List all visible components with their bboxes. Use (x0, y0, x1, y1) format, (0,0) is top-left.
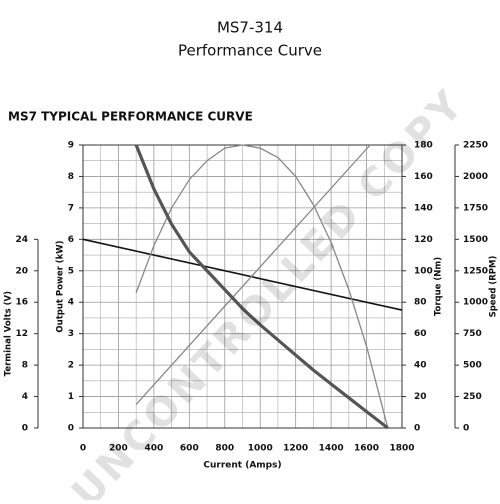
y-tick-label: 8 (68, 172, 74, 182)
y-tick-label: 80 (414, 298, 427, 308)
curve (135, 144, 389, 429)
y-axis-label: Output Power (kW) (56, 240, 66, 332)
x-tick-label: 800 (215, 444, 234, 454)
y-tick-label: 160 (414, 172, 433, 182)
x-tick-label: 200 (109, 444, 128, 454)
y-tick-label: 8 (22, 361, 28, 371)
curve (135, 144, 371, 405)
y-tick-label: 2000 (463, 172, 488, 182)
y-tick-label: 140 (414, 203, 433, 213)
x-tick-label: 1800 (389, 444, 414, 454)
page-subtitle: Performance Curve (178, 42, 322, 60)
y-tick-label: 180 (414, 141, 433, 151)
chart-title: MS7 TYPICAL PERFORMANCE CURVE (8, 110, 253, 124)
y-tick-label: 500 (463, 361, 482, 371)
y-tick-label: 6 (68, 235, 74, 245)
x-tick-label: 1200 (283, 444, 308, 454)
y-tick-label: 5 (68, 266, 74, 276)
y-tick-label: 4 (68, 298, 74, 308)
y-tick-label: 0 (463, 424, 469, 434)
page-title: MS7-314 (217, 19, 283, 37)
y-axis-label: Speed (RPM) (489, 256, 499, 318)
y-tick-label: 2 (68, 361, 74, 371)
y-tick-label: 1 (68, 392, 74, 402)
y-tick-label: 24 (15, 235, 28, 245)
curve (134, 144, 389, 430)
y-tick-label: 12 (15, 329, 28, 339)
y-tick-label: 40 (414, 361, 427, 371)
y-tick-label: 4 (22, 392, 28, 402)
x-tick-label: 1000 (248, 444, 273, 454)
curve (82, 238, 403, 311)
y-tick-label: 1750 (463, 203, 488, 213)
y-tick-label: 120 (414, 235, 433, 245)
y-tick-label: 16 (15, 298, 28, 308)
x-tick-label: 1400 (319, 444, 344, 454)
y-tick-label: 3 (68, 329, 74, 339)
x-tick-label: 400 (144, 444, 163, 454)
y-tick-label: 20 (15, 266, 28, 276)
y-tick-label: 1250 (463, 266, 488, 276)
watermark: UNCONTROLLED COPY (63, 81, 474, 500)
y-tick-label: 20 (414, 392, 427, 402)
y-tick-label: 9 (68, 141, 74, 151)
y-tick-label: 1500 (463, 235, 488, 245)
y-tick-label: 750 (463, 329, 482, 339)
y-axis-label: Terminal Volts (V) (4, 291, 14, 376)
y-tick-label: 0 (414, 424, 420, 434)
x-tick-label: 1600 (354, 444, 379, 454)
y-tick-label: 2250 (463, 141, 488, 151)
x-tick-label: 0 (80, 444, 86, 454)
y-tick-label: 250 (463, 392, 482, 402)
y-tick-label: 7 (68, 203, 74, 213)
y-tick-label: 0 (22, 424, 28, 434)
x-axis-label: Current (Amps) (203, 461, 281, 471)
y-tick-label: 1000 (463, 298, 488, 308)
y-tick-label: 100 (414, 266, 433, 276)
y-axis-label: Torque (Nm) (434, 257, 444, 316)
y-tick-label: 60 (414, 329, 427, 339)
y-tick-label: 0 (68, 424, 74, 434)
x-tick-label: 600 (180, 444, 199, 454)
